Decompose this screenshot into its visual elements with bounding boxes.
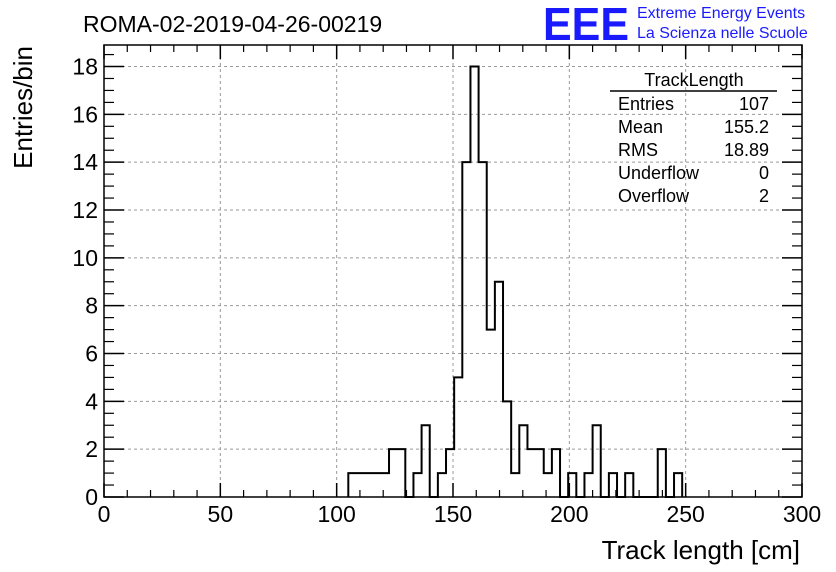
y-tick-label: 6 xyxy=(85,341,98,367)
stats-value: 2 xyxy=(759,186,769,206)
x-tick-label: 250 xyxy=(666,501,704,527)
y-tick-label: 0 xyxy=(85,484,98,510)
axis-ticks xyxy=(103,45,803,498)
stats-label: Entries xyxy=(618,94,674,114)
logo-line1: Extreme Energy Events xyxy=(637,5,805,22)
stats-value: 18.89 xyxy=(724,140,769,160)
y-axis-label: Entries/bin xyxy=(8,46,38,169)
stats-box: TrackLength Entries 107 Mean 155.2 RMS 18.89 U… xyxy=(610,70,777,206)
x-tick-label: 300 xyxy=(783,501,821,527)
y-tick-labels: 0 2 4 6 8 10 12 14 16 18 xyxy=(72,54,98,510)
y-tick-label: 16 xyxy=(72,101,98,127)
stats-label: Underflow xyxy=(618,163,700,183)
stats-value: 107 xyxy=(739,94,769,114)
y-tick-label: 14 xyxy=(72,149,98,175)
stats-title: TrackLength xyxy=(644,70,743,90)
x-tick-label: 100 xyxy=(317,501,355,527)
x-axis-label: Track length [cm] xyxy=(602,535,800,565)
x-tick-labels: 0 50 100 150 200 250 300 xyxy=(98,501,822,527)
eee-logo: EEE Extreme Energy Events La Scienza nel… xyxy=(543,0,808,50)
x-tick-label: 50 xyxy=(208,501,234,527)
logo-line2: La Scienza nelle Scuole xyxy=(637,25,808,42)
histogram-outline xyxy=(347,65,684,498)
stats-value: 155.2 xyxy=(724,117,769,137)
y-tick-label: 2 xyxy=(85,436,98,462)
y-tick-label: 12 xyxy=(72,197,98,223)
stats-value: 0 xyxy=(759,163,769,183)
chart-title: ROMA-02-2019-04-26-00219 xyxy=(83,11,382,37)
y-tick-label: 8 xyxy=(85,293,98,319)
y-tick-label: 4 xyxy=(85,388,98,414)
y-tick-label: 10 xyxy=(72,245,98,271)
y-tick-label: 18 xyxy=(72,54,98,80)
x-tick-label: 200 xyxy=(550,501,588,527)
stats-label: RMS xyxy=(618,140,658,160)
x-tick-label: 150 xyxy=(434,501,472,527)
stats-label: Mean xyxy=(618,117,663,137)
stats-label: Overflow xyxy=(618,186,690,206)
logo-mark: EEE xyxy=(543,0,629,50)
x-tick-label: 0 xyxy=(98,501,111,527)
stats-rows: Entries 107 Mean 155.2 RMS 18.89 Underflow 0 Ove… xyxy=(618,94,769,206)
